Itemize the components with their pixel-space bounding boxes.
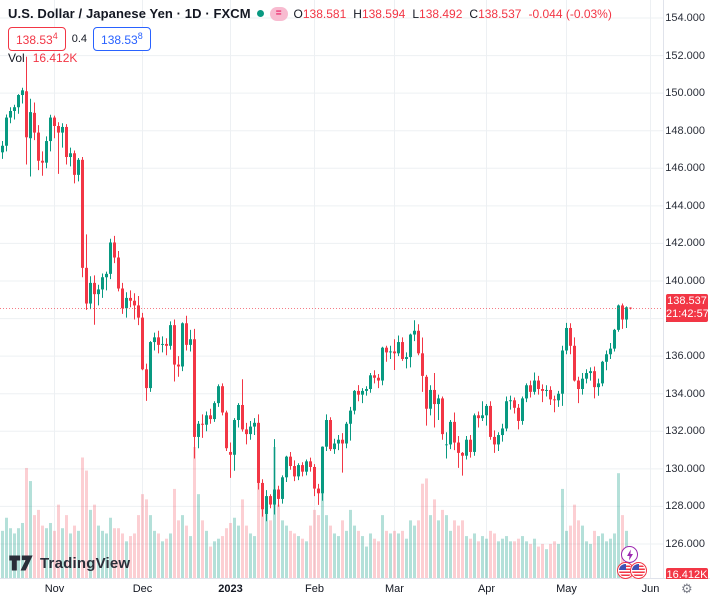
data-mode-badge[interactable]: = — [269, 6, 288, 21]
tradingview-logo-text: TradingView — [40, 554, 131, 572]
time-axis-label: Feb — [305, 583, 324, 595]
current-volume-badge: 16.412K — [666, 567, 708, 583]
price-axis-label: 136.000 — [665, 350, 705, 363]
tradingview-logo[interactable]: TradingView — [8, 553, 130, 573]
price-axis-label: 148.000 — [665, 124, 705, 137]
time-axis-label: Nov — [44, 583, 65, 595]
time-axis-label: Jun — [641, 583, 660, 595]
spread-value: 0.4 — [71, 33, 88, 45]
price-axis-label: 128.000 — [665, 500, 705, 513]
time-axis-label: May — [556, 583, 577, 595]
market-status-icon[interactable] — [256, 10, 264, 17]
time-axis[interactable]: ⚙ Nov Dec 2023 Feb Mar Apr May Jun — [0, 579, 710, 600]
last-price-badge: 138.537 21:42:57 — [666, 294, 709, 323]
axis-separator-vertical — [663, 0, 664, 600]
economic-events-icon[interactable] — [617, 562, 649, 580]
price-change: -0.044 (-0.03%) — [528, 6, 612, 21]
ask-price-badge[interactable]: 138.538 — [93, 27, 151, 51]
price-axis-label: 140.000 — [665, 275, 705, 287]
price-axis-label: 130.000 — [665, 462, 705, 475]
time-axis-label: 2023 — [218, 583, 243, 595]
volume-indicator-value: 16.412K — [32, 51, 78, 65]
tradingview-mark-icon — [9, 555, 33, 571]
gear-icon[interactable]: ⚙ — [681, 582, 693, 597]
price-axis-label: 152.000 — [665, 49, 705, 62]
price-axis-label: 154.000 — [665, 12, 705, 24]
time-axis-label: Dec — [132, 583, 153, 595]
price-axis-label: 150.000 — [665, 87, 705, 100]
price-axis-label: 144.000 — [665, 199, 705, 212]
ohlc-readout: O138.581 H138.594 L138.492 C138.537 -0.0… — [293, 6, 612, 21]
price-axis-label: 146.000 — [665, 162, 705, 175]
axis-separator-horizontal — [0, 578, 710, 579]
price-axis-label: 134.000 — [665, 387, 705, 400]
bid-price-badge[interactable]: 138.534 — [8, 27, 66, 51]
time-axis-label: Mar — [385, 583, 404, 595]
symbol-title[interactable]: U.S. Dollar / Japanese Yen · 1D · FXCM — [8, 6, 251, 21]
price-axis-label: 126.000 — [665, 538, 705, 550]
time-axis-label: Apr — [477, 583, 496, 595]
price-axis[interactable]: 138.537 21:42:57 16.412K 154.000 152.000 1… — [664, 0, 710, 583]
volume-indicator-label[interactable]: Vol — [8, 51, 25, 65]
price-axis-label: 142.000 — [665, 237, 705, 250]
price-axis-label: 132.000 — [665, 425, 705, 438]
